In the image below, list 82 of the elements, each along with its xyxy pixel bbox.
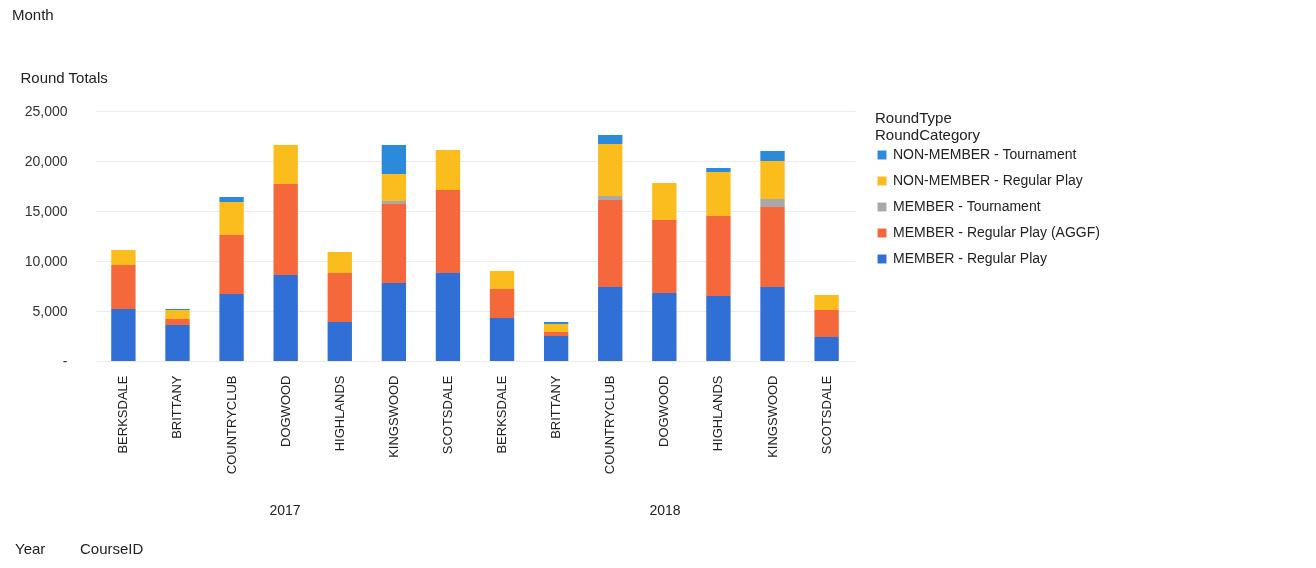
legend-label: NON-MEMBER - Regular Play — [893, 172, 1083, 188]
bar — [111, 309, 136, 361]
x-tick-label: COUNTRYCLUB — [602, 375, 618, 475]
bar — [327, 322, 352, 361]
bar — [652, 183, 677, 220]
bar — [598, 144, 623, 196]
y-tick-label: 20,000 — [24, 152, 68, 169]
x-tick-label: BRITTANY — [169, 375, 185, 439]
legend-label: MEMBER - Regular Play (AGGF) — [893, 224, 1100, 240]
bar — [111, 250, 136, 265]
text: 2018 — [649, 502, 681, 518]
bar — [165, 325, 190, 361]
x-tick-label: DOGWOOD — [277, 375, 293, 447]
bar — [165, 319, 190, 325]
bar — [219, 294, 244, 361]
y-tick-label: 10,000 — [24, 252, 68, 269]
bar — [381, 174, 407, 201]
x-tick-label: DOGWOOD — [656, 375, 672, 447]
x-tick-label: HIGHLANDS — [710, 375, 726, 452]
bar — [219, 202, 244, 235]
bar — [111, 265, 136, 309]
bar — [219, 235, 244, 294]
bar — [219, 197, 244, 202]
bar — [273, 145, 298, 184]
bar — [543, 336, 569, 361]
bar — [760, 151, 785, 161]
bar — [489, 318, 515, 361]
bar — [760, 199, 785, 207]
bar — [706, 172, 731, 216]
x-tick-label: SCOTSDALE — [818, 375, 834, 455]
bar — [273, 275, 298, 361]
legend-label: NON-MEMBER - Tournament — [893, 146, 1077, 162]
bar — [327, 252, 352, 273]
x-tick-label: COUNTRYCLUB — [223, 375, 239, 475]
y-tick-label: 5,000 — [32, 302, 68, 319]
bar — [435, 273, 461, 361]
text: Year — [15, 540, 46, 557]
text: 2017 — [269, 502, 301, 518]
bar — [381, 204, 407, 283]
bar — [814, 337, 839, 361]
x-tick-label: SCOTSDALE — [439, 375, 455, 455]
bar — [760, 287, 785, 361]
bar — [706, 168, 731, 172]
bar — [814, 295, 839, 310]
bar — [598, 135, 623, 144]
y-tick-label: - — [62, 352, 68, 369]
bar — [706, 296, 731, 361]
bar — [598, 196, 623, 200]
bar — [706, 216, 731, 296]
bar — [543, 332, 569, 336]
bar — [381, 145, 407, 174]
text: Month — [12, 6, 54, 23]
bar — [381, 201, 407, 204]
legend-label: MEMBER - Tournament — [893, 198, 1041, 214]
bar — [165, 310, 190, 319]
bar — [327, 273, 352, 322]
bar — [814, 310, 839, 337]
x-tick-label: KINGSWOOD — [764, 375, 780, 458]
bar — [598, 200, 623, 287]
legend-title: RoundType RoundCategory — [875, 109, 981, 143]
bar — [489, 289, 515, 318]
bar — [652, 293, 677, 361]
bar — [760, 161, 785, 199]
bar — [381, 283, 407, 361]
bar — [435, 150, 461, 190]
legend-label: MEMBER - Regular Play — [893, 250, 1048, 266]
x-tick-label: BRITTANY — [548, 375, 564, 439]
bar — [273, 184, 298, 275]
bar — [760, 207, 785, 287]
x-tick-label: HIGHLANDS — [331, 375, 347, 452]
text: CourseID — [80, 540, 144, 557]
y-axis-title: Round Totals — [20, 68, 108, 86]
y-tick-label: 25,000 — [24, 102, 68, 119]
bar — [543, 324, 569, 332]
bar — [652, 220, 677, 293]
x-tick-label: BERKSDALE — [494, 375, 510, 454]
x-tick-label: KINGSWOOD — [385, 375, 401, 458]
x-tick-label: BERKSDALE — [115, 375, 131, 454]
bar — [489, 271, 515, 289]
bar — [598, 287, 623, 361]
y-tick-label: 15,000 — [24, 202, 68, 219]
bar — [435, 190, 461, 273]
